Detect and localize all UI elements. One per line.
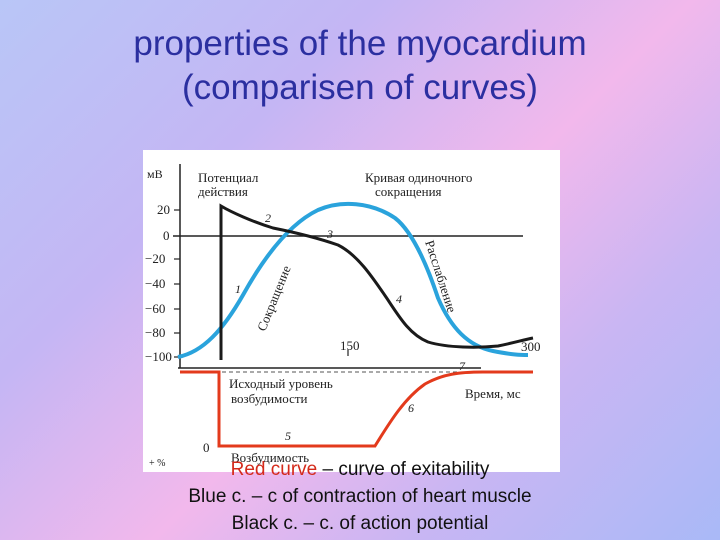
y-tick-minus-60: −60 [145, 301, 165, 316]
marker-3: 3 [326, 227, 333, 241]
slide-title-line-2: (comparisen of curves) [182, 68, 538, 107]
marker-5: 5 [285, 429, 291, 443]
label-contraction-curve-2: сокращения [375, 184, 442, 199]
x-tick-150: 150 [340, 338, 360, 353]
caption-line-1: Red curve – curve of exitability [0, 456, 720, 483]
slide-title: properties of the myocardium (comparisen… [0, 22, 720, 110]
y-tick-20: 20 [157, 202, 170, 217]
y-tick-minus-80: −80 [145, 325, 165, 340]
caption-excitability-text: – curve of exitability [317, 459, 490, 480]
label-contraction-curve-1: Кривая одиночного [365, 170, 472, 185]
caption-line-2: Blue c. – c of contraction of heart musc… [188, 486, 532, 507]
y-axis-unit: мВ [147, 167, 163, 181]
label-contraction: Сокращение [254, 263, 294, 333]
y-tick-0: 0 [163, 228, 170, 243]
x-tick-300: 300 [521, 339, 541, 354]
marker-4: 4 [396, 292, 402, 306]
curves-diagram: мВ 20 0 −20 −40 −60 −80 −100 Потенциал д… [145, 164, 541, 469]
label-time: Время, мс [465, 386, 521, 401]
slide-title-line-1: properties of the myocardium [133, 24, 587, 63]
caption-line-3: Black c. – c. of action potential [231, 513, 489, 534]
label-excitability-level-2: возбудимости [231, 391, 308, 406]
contraction-curve-blue [177, 201, 529, 359]
lower-axis-unit: + % [149, 458, 165, 469]
lower-zero: 0 [203, 440, 210, 455]
caption-red-curve: Red curve [230, 459, 318, 480]
marker-1: 1 [235, 282, 241, 296]
y-tick-marks [174, 209, 180, 358]
label-action-potential-2: действия [198, 184, 248, 199]
label-excitability: Возбудимость [231, 450, 309, 465]
y-tick-minus-20: −20 [145, 251, 165, 266]
action-potential-curve-black [219, 203, 534, 360]
label-excitability-level-1: Исходный уровень [229, 376, 333, 391]
y-tick-minus-40: −40 [145, 276, 165, 291]
myocardium-curves-figure: мВ 20 0 −20 −40 −60 −80 −100 Потенциал д… [143, 150, 560, 472]
y-tick-minus-100: −100 [145, 349, 172, 364]
excitability-curve-red [180, 370, 533, 448]
label-action-potential-1: Потенциал [198, 170, 259, 185]
marker-2: 2 [265, 211, 271, 225]
marker-6: 6 [408, 401, 414, 415]
marker-7: 7 [459, 359, 466, 373]
